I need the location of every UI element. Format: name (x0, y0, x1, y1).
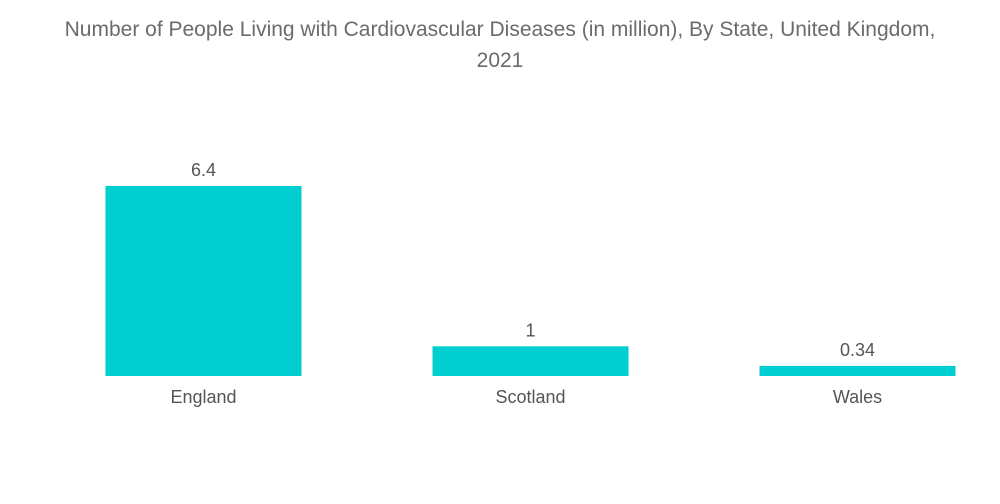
bar-england (105, 186, 302, 376)
category-label-scotland: Scotland (495, 387, 565, 407)
value-label-wales: 0.34 (840, 340, 875, 360)
value-label-scotland: 1 (525, 320, 535, 340)
chart-title: Number of People Living with Cardiovascu… (64, 18, 936, 72)
bars-layer (105, 186, 956, 376)
bar-scotland (432, 346, 629, 376)
labels-layer: 6.4 England 1 Scotland 0.34 Wales (170, 160, 882, 407)
category-label-england: England (170, 387, 236, 407)
value-label-england: 6.4 (191, 160, 216, 180)
category-label-wales: Wales (833, 387, 882, 407)
bar-wales (759, 365, 956, 376)
